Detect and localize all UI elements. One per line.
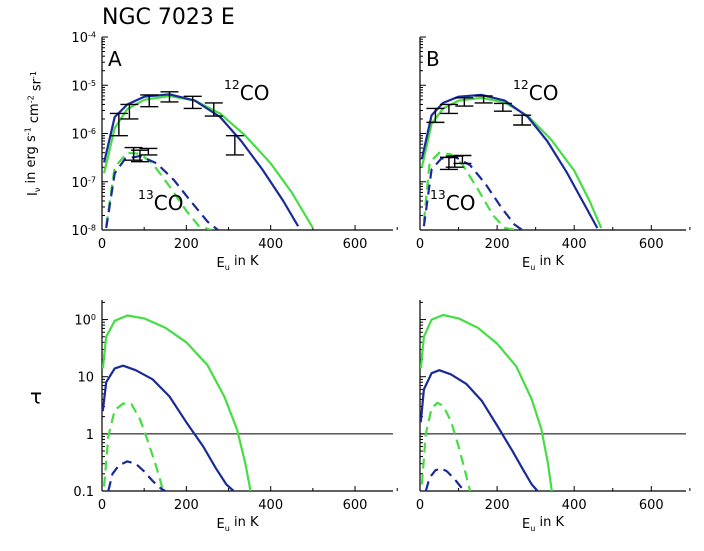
error-bar: [183, 95, 202, 110]
series-blue-dashed: [424, 467, 466, 491]
series-blue-solid: [420, 369, 539, 491]
x-tick-label: 0: [98, 498, 106, 513]
x-tick-label: 200: [485, 498, 510, 513]
x-tick-label: 600: [343, 498, 368, 513]
figure-title: NGC 7023 E: [102, 5, 235, 30]
y-tick-label: 10-4: [71, 31, 96, 46]
y-axis-label: Iν in erg s-1 cm-2 sr-1: [24, 71, 45, 196]
error-bar: [109, 112, 128, 137]
panel-B-bottom: 0 200 400 600 Eu in K: [416, 300, 691, 533]
panel-label: B: [426, 47, 440, 71]
y-tick-label: 10-7: [71, 175, 96, 190]
error-bar: [513, 114, 532, 126]
panel-A-bottom: 0 200 400 600 0.1 1 10 100 Eu in K τ: [30, 300, 398, 533]
x-tick-label: 400: [562, 498, 587, 513]
y-tick-label: 10-8: [71, 224, 96, 239]
x-tick-label: 0: [416, 498, 424, 513]
annotation-12co: 12CO: [224, 77, 270, 105]
series-blue-solid: [420, 93, 599, 229]
panel-label: A: [108, 47, 122, 71]
x-tick-label: 600: [343, 237, 368, 252]
error-bar: [493, 102, 512, 112]
error-bar: [120, 103, 139, 120]
series-blue-solid: [103, 93, 300, 227]
y-tick-label: 100: [74, 313, 96, 328]
x-tick-label: 600: [639, 498, 664, 513]
x-axis-label: Eu in K: [522, 515, 564, 533]
x-axis-label: Eu in K: [217, 254, 259, 272]
series-green-solid: [420, 313, 553, 491]
error-bar: [426, 107, 445, 124]
x-tick-label: 200: [485, 237, 510, 252]
series-green-solid: [420, 96, 603, 229]
panel-B-top: 0 200 400 600 Eu in K B 12CO 13CO: [416, 36, 691, 272]
series-blue-solid: [102, 364, 235, 491]
annotation-13co: 13CO: [430, 187, 476, 215]
error-bar: [453, 154, 472, 165]
series-group: [420, 313, 553, 491]
error-bar: [474, 95, 493, 104]
panel-A-top: 0 200 400 600 10-8 10-7 10-6 10-5 10-4 Eu in K Iν …: [24, 31, 398, 272]
annotation-12co: 12CO: [513, 77, 559, 105]
series-blue-dashed: [422, 155, 523, 230]
error-bar: [160, 91, 179, 103]
y-tick-label: 10-5: [71, 79, 96, 94]
y-tick-label: 10: [77, 371, 94, 386]
y-tick-label: 1: [86, 428, 94, 443]
y-tick-label: 0.1: [73, 485, 94, 500]
y-tick-label: 10-6: [71, 127, 96, 142]
series-group: [103, 93, 314, 230]
error-bar: [455, 97, 474, 107]
y-axis-label: τ: [30, 385, 42, 409]
error-bar: [225, 135, 244, 156]
annotation-13co: 13CO: [138, 187, 184, 215]
error-bar: [139, 147, 158, 156]
error-bar: [130, 149, 149, 163]
x-tick-label: 400: [258, 498, 283, 513]
series-blue-dashed: [107, 460, 166, 491]
x-tick-label: 400: [562, 237, 587, 252]
series-green-solid: [102, 314, 252, 491]
panels: 0 200 400 600 10-8 10-7 10-6 10-5 10-4 Eu in K Iν …: [24, 31, 691, 533]
x-axis-label: Eu in K: [522, 254, 564, 272]
error-bar: [204, 102, 223, 117]
x-tick-label: 400: [258, 237, 283, 252]
series-green-dashed: [103, 402, 165, 491]
x-tick-label: 0: [98, 237, 106, 252]
x-tick-label: 600: [639, 237, 664, 252]
series-group: [102, 314, 252, 491]
error-bar: [140, 94, 159, 108]
x-tick-label: 200: [174, 498, 199, 513]
x-axis-label: Eu in K: [217, 515, 259, 533]
x-tick-label: 0: [416, 237, 424, 252]
series-group: [420, 93, 603, 230]
error-bar: [439, 103, 458, 115]
x-tick-label: 200: [174, 237, 199, 252]
series-green-dashed: [105, 151, 213, 230]
series-green-dashed: [422, 151, 517, 230]
series-green-dashed: [420, 401, 472, 491]
